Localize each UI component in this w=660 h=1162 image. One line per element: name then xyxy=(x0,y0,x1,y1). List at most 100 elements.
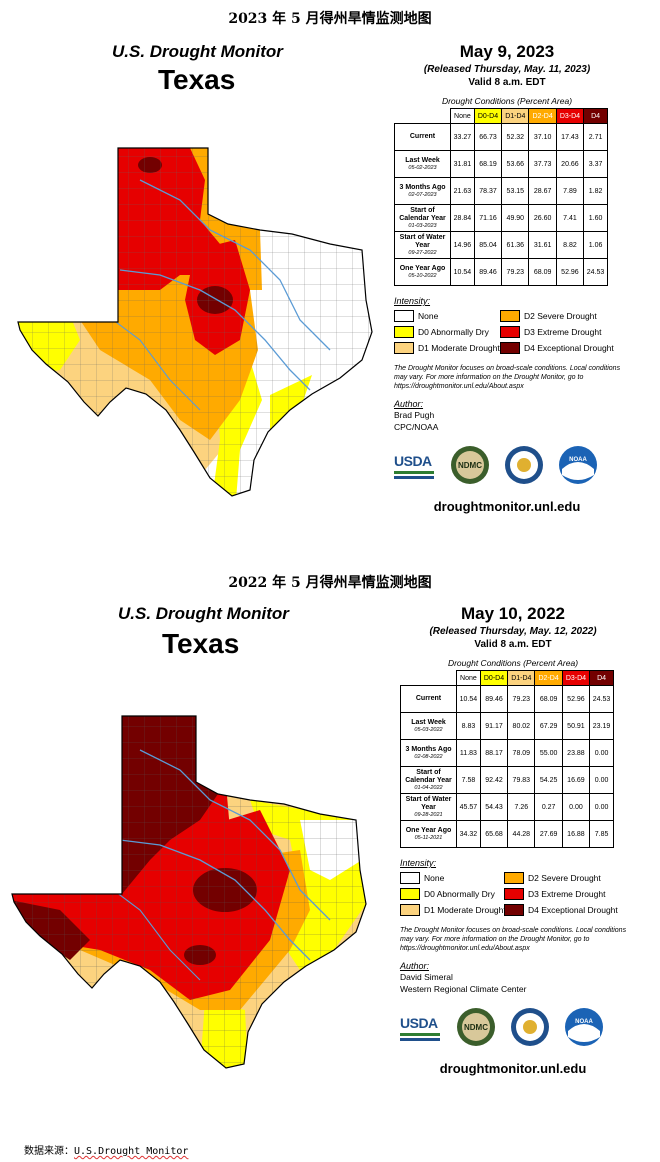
col-d3-d4: D3-D4 xyxy=(561,670,591,686)
section-title-2023: 2023 年 5 月得州旱情监测地图 xyxy=(228,11,432,27)
map-date: May 9, 2023 xyxy=(459,42,555,61)
table-cell: 0.00 xyxy=(589,739,614,767)
row-label: Current xyxy=(400,685,457,713)
table-caption: Drought Conditions (Percent Area) xyxy=(447,658,579,668)
table-cell: 7.85 xyxy=(589,820,614,848)
row-date: 05-11-2021 xyxy=(414,834,443,841)
svg-text:NDMC: NDMC xyxy=(464,1023,488,1032)
partner-logos: USDA NDMC NOAA xyxy=(400,1007,626,1057)
legend-label: D4 Exceptional Drought xyxy=(524,343,614,353)
table-row: Current 10.54 89.46 79.23 68.09 52.96 24.53 xyxy=(400,685,614,713)
col-d0-d4: D0-D4 xyxy=(479,670,509,686)
table-row: Start of Calendar Year 01-04-2022 7.58 92.4… xyxy=(400,766,614,794)
state-label: Texas xyxy=(162,628,240,659)
table-cell: 55.00 xyxy=(534,739,563,767)
table-cell: 68.09 xyxy=(534,685,563,713)
row-label: One Year Ago 05-11-2021 xyxy=(400,820,457,848)
table-cell: 20.66 xyxy=(555,150,585,178)
table-row: Start of Water Year 09-28-2021 45.57 54.43 7… xyxy=(400,793,614,821)
table-cell: 31.61 xyxy=(528,231,557,259)
svg-text:NDMC: NDMC xyxy=(458,461,482,470)
legend-label: D0 Abnormally Dry xyxy=(418,327,489,337)
table-cell: 7.89 xyxy=(555,177,585,205)
table-cell: 85.04 xyxy=(473,231,503,259)
swatch-d4 xyxy=(500,342,520,354)
table-cell: 50.91 xyxy=(561,712,591,740)
legend-label: D0 Abnormally Dry xyxy=(424,889,495,899)
row-label: One Year Ago 05-10-2022 xyxy=(394,258,451,286)
state-label: Texas xyxy=(158,64,236,95)
texas-drought-map-2022 xyxy=(11,715,367,1069)
col-d0-d4: D0-D4 xyxy=(473,108,503,124)
table-cell: 1.82 xyxy=(583,177,608,205)
table-cell: 61.36 xyxy=(501,231,530,259)
table-cell: 78.09 xyxy=(507,739,536,767)
legend-label: None xyxy=(424,873,445,883)
doc-seal-logo xyxy=(511,1008,549,1046)
table-cell: 16.88 xyxy=(561,820,591,848)
noaa-logo: NOAA xyxy=(559,446,597,484)
table-cell: 33.27 xyxy=(450,123,475,151)
table-cell: 49.90 xyxy=(501,204,530,232)
author-title: Author: xyxy=(394,399,424,409)
legend-d2: D2 Severe Drought xyxy=(500,310,597,322)
table-cell: 10.54 xyxy=(456,685,481,713)
swatch-none xyxy=(400,872,420,884)
table-cell: 68.19 xyxy=(473,150,503,178)
table-cell: 7.26 xyxy=(507,793,536,821)
table-row: Start of Water Year 09-27-2022 14.96 85.04 6… xyxy=(394,231,608,259)
table-cell: 3.37 xyxy=(583,150,608,178)
row-label-text: Current xyxy=(415,695,442,702)
legend-d3: D3 Extreme Drought xyxy=(500,326,601,338)
released-date: (Released Thursday, May. 11, 2023) xyxy=(423,64,591,75)
col-d4: D4 xyxy=(589,670,614,686)
drought-panel-2023: U.S. Drought Monitor Texas xyxy=(0,30,660,575)
swatch-d1 xyxy=(400,904,420,916)
row-date: 02-08-2022 xyxy=(414,753,443,760)
table-cell: 7.58 xyxy=(456,766,481,794)
legend-label: D1 Moderate Drought xyxy=(424,905,506,915)
ndmc-logo: NDMC xyxy=(451,446,489,484)
table-cell: 0.00 xyxy=(589,766,614,794)
map-date: May 10, 2022 xyxy=(461,604,565,623)
table-cell: 0.00 xyxy=(589,793,614,821)
table-cell: 23.19 xyxy=(589,712,614,740)
swatch-d4 xyxy=(504,904,524,916)
table-cell: 8.82 xyxy=(555,231,585,259)
drought-conditions-table: None D0-D4 D1-D4 D2-D4 D3-D4 D4 Current 3… xyxy=(394,108,608,286)
row-date: 05-03-2022 xyxy=(414,726,443,733)
site-url[interactable]: droughtmonitor.unl.edu xyxy=(439,1061,587,1076)
svg-text:NOAA: NOAA xyxy=(575,1019,593,1025)
source-link[interactable]: U.S.Drought Monitor xyxy=(74,1146,189,1157)
table-cell: 54.25 xyxy=(534,766,563,794)
row-label-text: Last Week xyxy=(405,156,440,164)
source-prefix: 数据来源： xyxy=(24,1146,74,1157)
legend-none: None xyxy=(394,310,438,322)
legend-d0: D0 Abnormally Dry xyxy=(394,326,489,338)
table-cell: 26.60 xyxy=(528,204,557,232)
site-url[interactable]: droughtmonitor.unl.edu xyxy=(433,499,581,514)
legend-d0: D0 Abnormally Dry xyxy=(400,888,495,900)
table-cell: 45.57 xyxy=(456,793,481,821)
row-label: 3 Months Ago 02-07-2023 xyxy=(394,177,451,205)
table-cell: 78.37 xyxy=(473,177,503,205)
legend-d3: D3 Extreme Drought xyxy=(504,888,605,900)
author-name: David Simeral xyxy=(400,972,453,982)
drought-panel-2022: U.S. Drought Monitor Texas xyxy=(0,594,660,1139)
table-cell: 79.23 xyxy=(507,685,536,713)
table-cell: 92.42 xyxy=(479,766,509,794)
table-cell: 79.23 xyxy=(501,258,530,286)
row-label-text: Last Week xyxy=(411,718,446,726)
table-cell: 79.83 xyxy=(507,766,536,794)
monitor-label: U.S. Drought Monitor xyxy=(112,42,283,61)
row-label: Start of Calendar Year 01-04-2022 xyxy=(400,766,457,794)
col-d3-d4: D3-D4 xyxy=(555,108,585,124)
row-date: 09-27-2022 xyxy=(408,249,437,256)
table-cell: 16.69 xyxy=(561,766,591,794)
legend-d1: D1 Moderate Drought xyxy=(400,904,506,916)
table-cell: 52.32 xyxy=(501,123,530,151)
table-cell: 10.54 xyxy=(450,258,475,286)
ndmc-logo: NDMC xyxy=(457,1008,495,1046)
table-cell: 66.73 xyxy=(473,123,503,151)
table-cell: 34.32 xyxy=(456,820,481,848)
